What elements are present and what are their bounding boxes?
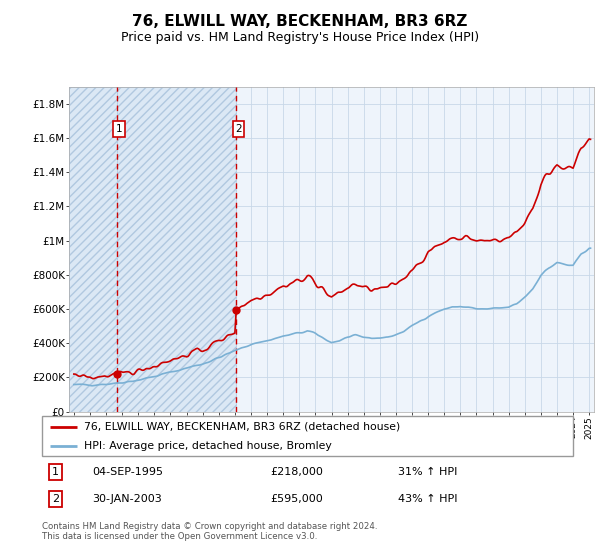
Text: Price paid vs. HM Land Registry's House Price Index (HPI): Price paid vs. HM Land Registry's House … bbox=[121, 31, 479, 44]
Text: 43% ↑ HPI: 43% ↑ HPI bbox=[398, 494, 457, 504]
Text: 1: 1 bbox=[116, 124, 122, 134]
Text: £218,000: £218,000 bbox=[271, 467, 323, 477]
Text: HPI: Average price, detached house, Bromley: HPI: Average price, detached house, Brom… bbox=[85, 441, 332, 450]
Text: 76, ELWILL WAY, BECKENHAM, BR3 6RZ (detached house): 76, ELWILL WAY, BECKENHAM, BR3 6RZ (deta… bbox=[85, 422, 401, 432]
Text: 30-JAN-2003: 30-JAN-2003 bbox=[92, 494, 162, 504]
Text: 04-SEP-1995: 04-SEP-1995 bbox=[92, 467, 163, 477]
Text: 1: 1 bbox=[52, 467, 59, 477]
Text: 76, ELWILL WAY, BECKENHAM, BR3 6RZ: 76, ELWILL WAY, BECKENHAM, BR3 6RZ bbox=[133, 14, 467, 29]
Text: 2: 2 bbox=[235, 124, 242, 134]
Bar bbox=[69, 87, 117, 412]
Text: £595,000: £595,000 bbox=[271, 494, 323, 504]
Text: 2: 2 bbox=[52, 494, 59, 504]
Bar bbox=[117, 87, 236, 412]
Text: 31% ↑ HPI: 31% ↑ HPI bbox=[398, 467, 457, 477]
Text: Contains HM Land Registry data © Crown copyright and database right 2024.
This d: Contains HM Land Registry data © Crown c… bbox=[42, 522, 377, 542]
